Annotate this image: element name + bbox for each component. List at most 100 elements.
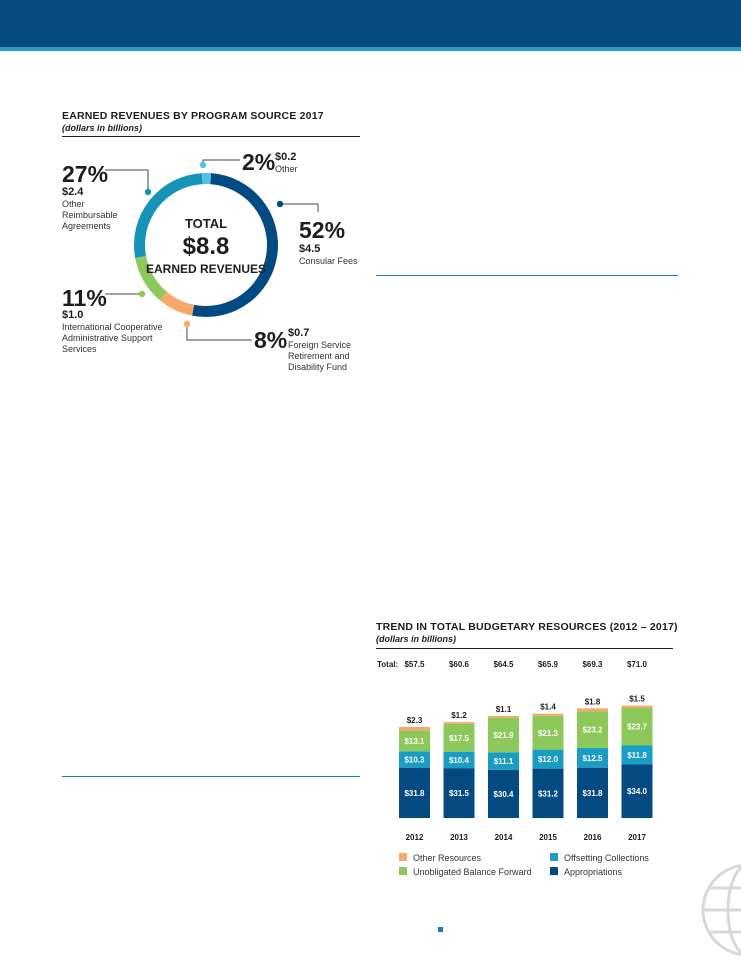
bar-value-label: $11.1 <box>494 757 514 766</box>
x-tick-label: 2012 <box>406 833 424 842</box>
bar-value-label: $1.5 <box>629 695 645 704</box>
donut-center-label: TOTAL <box>185 216 227 231</box>
bar-value-label: $30.4 <box>493 790 514 799</box>
bar-segment-2012-2 <box>399 751 430 768</box>
callout-amt-ora: $2.4 <box>62 186 84 198</box>
bar-value-label: $12.0 <box>538 755 559 764</box>
bar-segment-2012-3 <box>399 730 430 752</box>
donut-chart-title: EARNED REVENUES BY PROGRAM SOURCE 2017 <box>62 110 324 122</box>
callout-line-ora <box>105 169 149 192</box>
callout-line-fsrdf <box>186 324 252 341</box>
bar-segment-2015-4 <box>532 713 564 716</box>
bar-value-label: $31.8 <box>404 789 425 798</box>
bar-value-label: $1.1 <box>496 705 512 714</box>
callout-pct-icass: 11% <box>62 285 107 311</box>
bar-value-label: $1.2 <box>451 711 467 720</box>
bar-segment-2013-1 <box>443 768 475 818</box>
bar-segment-2014-2 <box>488 752 519 770</box>
legend-label: Appropriations <box>564 867 623 877</box>
bar-title-rule <box>376 648 673 649</box>
donut-slice-1 <box>192 173 278 317</box>
callout-desc-icass: Administrative Support <box>62 333 153 343</box>
bar-value-label: $23.7 <box>627 723 648 732</box>
bar-chart-subtitle: (dollars in billions) <box>376 634 457 644</box>
callout-desc-other: Other <box>275 164 298 174</box>
callout-desc-fsrdf: Foreign Service <box>288 340 351 350</box>
legend-label: Other Resources <box>413 853 482 863</box>
callout-dot-fsrdf <box>183 320 191 328</box>
bar-value-label: $17.5 <box>449 734 470 743</box>
callout-pct-fsrdf: 8% <box>254 327 287 353</box>
callout-amt-icass: $1.0 <box>62 309 83 321</box>
callout-desc-consular: Consular Fees <box>299 256 358 266</box>
x-tick-label: 2014 <box>495 833 513 842</box>
callout-pct-ora: 27% <box>62 161 108 187</box>
bar-value-label: $11.8 <box>627 751 647 760</box>
bar-value-label: $10.4 <box>449 756 470 765</box>
divider-rule-right <box>376 275 678 276</box>
callout-dot-icass <box>138 290 146 298</box>
callout-desc-icass: Services <box>62 344 97 354</box>
callout-dot-ora <box>144 188 152 196</box>
bar-segment-2017-1 <box>621 764 653 818</box>
bar-total-label: $69.3 <box>582 660 603 669</box>
bar-segment-2016-3 <box>577 711 608 748</box>
bar-value-label: $21.9 <box>493 731 514 740</box>
bar-segment-2013-4 <box>443 722 475 724</box>
callout-dot-consular <box>276 200 284 208</box>
donut-slice-3 <box>135 256 167 301</box>
bar-segment-2014-4 <box>488 715 519 718</box>
donut-slice-2 <box>159 291 195 316</box>
x-tick-label: 2016 <box>584 833 602 842</box>
legend-label: Offsetting Collections <box>564 853 649 863</box>
total-prefix-label: Total: <box>377 660 398 669</box>
x-tick-label: 2015 <box>539 833 557 842</box>
callout-amt-consular: $4.5 <box>299 243 320 255</box>
callout-desc-icass: International Cooperative <box>62 322 163 332</box>
bar-chart: Total: $31.8 $10.3 $13.1 $2.3 $57.5 2012 $31.5 $… <box>377 660 653 877</box>
bar-value-label: $31.2 <box>538 789 559 798</box>
x-tick-label: 2017 <box>628 833 646 842</box>
callout-desc-ora: Other <box>62 199 85 209</box>
bar-segment-2013-3 <box>443 723 475 752</box>
legend-swatch <box>399 867 407 875</box>
bar-chart-title: TREND IN TOTAL BUDGETARY RESOURCES (2012… <box>376 621 678 633</box>
bar-segment-2015-1 <box>532 768 564 818</box>
bar-segment-2016-4 <box>577 708 608 712</box>
bar-total-label: $71.0 <box>627 660 648 669</box>
bar-segment-2015-2 <box>532 749 564 769</box>
donut-center-caption: EARNED REVENUES <box>146 262 266 276</box>
callout-line-consular <box>280 203 319 212</box>
bar-value-label: $31.5 <box>449 789 470 798</box>
bar-segment-2017-2 <box>621 745 653 765</box>
header-stripe <box>0 47 741 51</box>
callout-amt-fsrdf: $0.7 <box>288 327 309 339</box>
donut-title-rule <box>62 136 360 137</box>
bar-value-label: $13.1 <box>404 737 425 746</box>
bar-total-label: $65.9 <box>538 660 559 669</box>
header-band <box>0 0 741 47</box>
page-marker <box>438 927 443 932</box>
bar-value-label: $31.8 <box>582 789 603 798</box>
bar-value-label: $1.8 <box>585 697 601 706</box>
donut-slice-4 <box>134 173 203 258</box>
callout-line-other <box>202 159 240 165</box>
bar-segment-2012-1 <box>399 767 430 818</box>
callout-desc-fsrdf: Retirement and <box>288 351 350 361</box>
bar-segment-2015-3 <box>532 715 564 750</box>
bar-segment-2017-4 <box>621 705 653 708</box>
callout-desc-fsrdf: Disability Fund <box>288 362 347 372</box>
callout-amt-other: $0.2 <box>275 151 296 163</box>
callout-pct-consular: 52% <box>299 217 345 243</box>
legend-label: Unobligated Balance Forward <box>413 867 532 877</box>
bar-segment-2014-1 <box>488 769 519 818</box>
divider-rule-left <box>62 776 360 777</box>
bar-value-label: $12.5 <box>582 754 603 763</box>
bar-segment-2012-4 <box>399 726 430 731</box>
bar-total-label: $57.5 <box>404 660 425 669</box>
bar-segment-2016-1 <box>577 767 608 818</box>
bar-segment-2014-3 <box>488 717 519 753</box>
bar-segment-2013-2 <box>443 751 475 769</box>
callout-desc-ora: Agreements <box>62 221 111 231</box>
bar-value-label: $1.4 <box>540 703 556 712</box>
